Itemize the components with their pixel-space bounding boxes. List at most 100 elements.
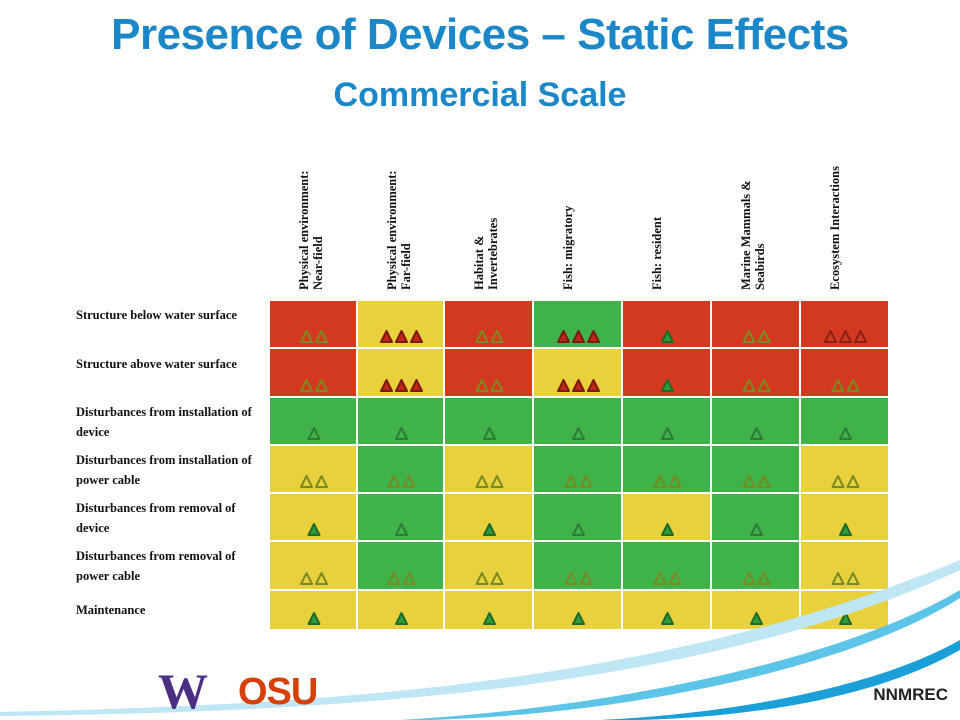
triangle-icon <box>854 330 867 343</box>
triangle-icon <box>410 330 423 343</box>
warning-triangles-icon <box>395 427 408 440</box>
warning-triangles-icon <box>661 330 674 343</box>
triangle-icon <box>831 572 845 585</box>
matrix-cell <box>800 493 889 541</box>
row-label: Structure below water surface <box>76 308 237 322</box>
triangle-icon <box>475 379 489 392</box>
warning-triangles-icon <box>572 612 585 625</box>
triangle-icon <box>661 523 674 536</box>
matrix-cell <box>357 348 444 397</box>
matrix-cell <box>444 300 533 348</box>
triangle-icon <box>668 572 682 585</box>
matrix-cell <box>800 445 889 493</box>
warning-triangles-icon <box>661 427 674 440</box>
triangle-icon <box>307 612 321 625</box>
warning-triangles-icon <box>831 379 860 392</box>
osu-logo: OSU <box>238 671 318 713</box>
triangle-icon <box>572 379 585 392</box>
warning-triangles-icon <box>557 330 600 343</box>
warning-triangles-icon <box>661 379 674 392</box>
matrix-cell <box>711 541 800 590</box>
triangle-icon <box>395 523 408 536</box>
triangle-icon <box>846 379 860 392</box>
triangle-icon <box>395 379 408 392</box>
matrix-cell <box>711 397 800 445</box>
triangle-icon <box>572 427 585 440</box>
matrix-cell <box>533 493 622 541</box>
warning-triangles-icon <box>475 572 504 585</box>
warning-triangles-icon <box>661 612 674 625</box>
warning-triangles-icon <box>653 572 682 585</box>
triangle-icon <box>846 475 860 488</box>
warning-triangles-icon <box>475 475 504 488</box>
warning-triangles-icon <box>483 612 496 625</box>
triangle-icon <box>300 330 313 343</box>
matrix-cell <box>622 348 711 397</box>
triangle-icon <box>387 572 401 585</box>
slide-title: Presence of Devices – Static Effects <box>111 10 849 59</box>
triangle-icon <box>742 330 756 343</box>
triangle-icon <box>661 612 674 625</box>
matrix-cell <box>711 348 800 397</box>
matrix-cell <box>533 300 622 348</box>
row-label: Disturbances from installation of device <box>76 405 252 439</box>
warning-triangles-icon <box>483 427 496 440</box>
triangle-icon <box>410 379 423 392</box>
triangle-icon <box>475 572 489 585</box>
matrix-cell <box>357 445 444 493</box>
triangle-icon <box>490 330 504 343</box>
warning-triangles-icon <box>831 475 860 488</box>
triangle-icon <box>846 572 860 585</box>
triangle-icon <box>300 572 313 585</box>
triangle-icon <box>307 427 321 440</box>
triangle-icon <box>300 475 313 488</box>
triangle-icon <box>483 427 496 440</box>
triangle-icon <box>475 330 489 343</box>
row-label: Disturbances from removal of power cable <box>76 549 236 583</box>
matrix-cell <box>533 445 622 493</box>
matrix-cell <box>800 348 889 397</box>
row-label: Maintenance <box>76 603 146 617</box>
triangle-icon <box>557 379 570 392</box>
matrix-cell <box>269 541 357 590</box>
triangle-icon <box>475 475 489 488</box>
warning-triangles-icon <box>564 572 593 585</box>
uw-logo: W <box>158 663 208 719</box>
triangle-icon <box>839 330 852 343</box>
matrix-cell <box>444 493 533 541</box>
triangle-icon <box>824 330 837 343</box>
triangle-icon <box>757 330 771 343</box>
triangle-icon <box>387 475 401 488</box>
warning-triangles-icon <box>300 330 328 343</box>
warning-triangles-icon <box>387 572 416 585</box>
matrix-cell <box>533 590 622 630</box>
triangle-icon <box>661 427 674 440</box>
triangle-icon <box>587 379 600 392</box>
triangle-icon <box>579 572 593 585</box>
triangle-icon <box>315 330 328 343</box>
warning-triangles-icon <box>475 330 504 343</box>
matrix-cell <box>800 397 889 445</box>
warning-triangles-icon <box>750 612 763 625</box>
triangle-icon <box>402 475 416 488</box>
matrix-cell <box>269 493 357 541</box>
matrix-cell <box>711 445 800 493</box>
triangle-icon <box>380 379 393 392</box>
triangle-icon <box>839 523 852 536</box>
matrix-cell <box>622 445 711 493</box>
warning-triangles-icon <box>839 523 852 536</box>
warning-triangles-icon <box>572 427 585 440</box>
triangle-icon <box>564 572 578 585</box>
warning-triangles-icon <box>742 475 771 488</box>
triangle-icon <box>483 612 496 625</box>
warning-triangles-icon <box>750 427 763 440</box>
matrix-cell <box>622 541 711 590</box>
triangle-icon <box>742 572 756 585</box>
triangle-icon <box>564 475 578 488</box>
warning-triangles-icon <box>572 523 585 536</box>
triangle-icon <box>661 379 674 392</box>
triangle-icon <box>572 523 585 536</box>
matrix-cell <box>800 541 889 590</box>
warning-triangles-icon <box>307 523 321 536</box>
